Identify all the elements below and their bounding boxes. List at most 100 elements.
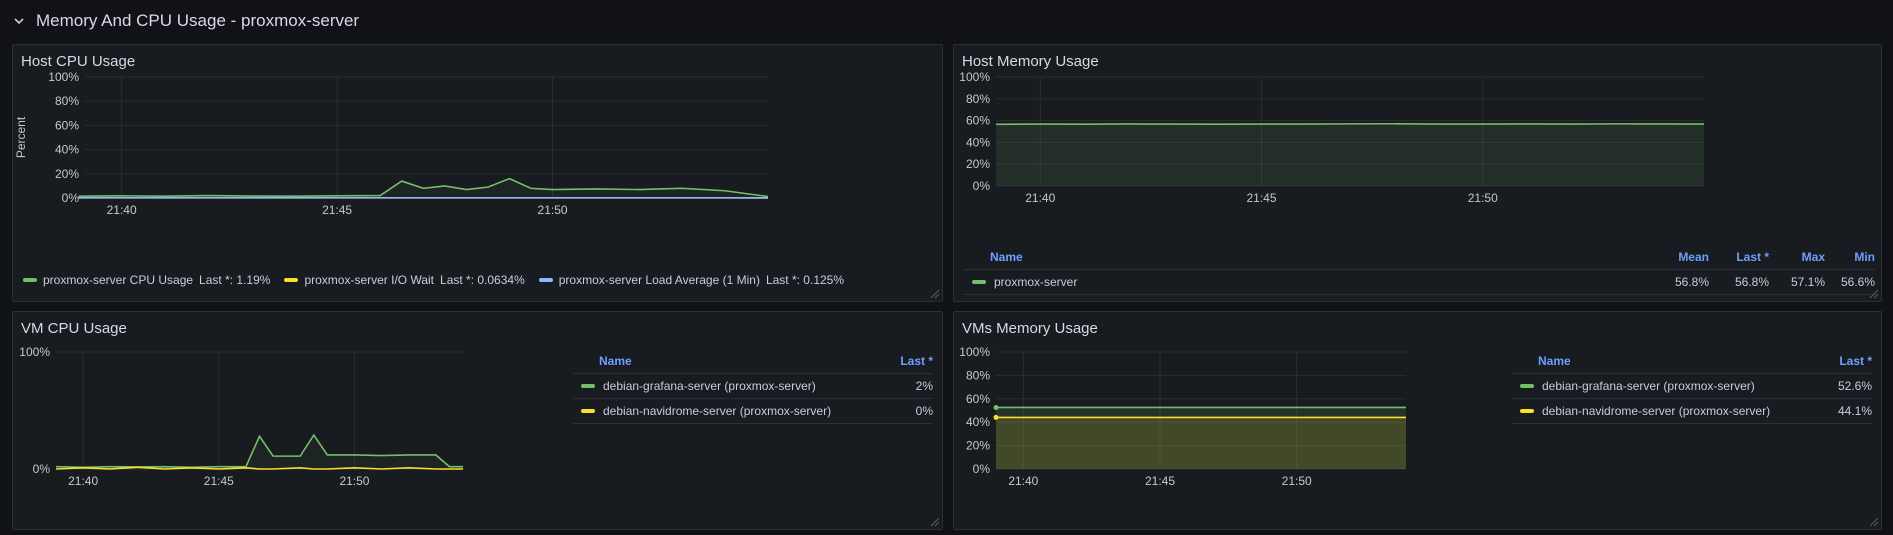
resize-handle-icon[interactable] [930, 517, 940, 527]
legend-item[interactable]: proxmox-server I/O Wait Last *: 0.0634% [284, 273, 525, 287]
y-tick-label: 60% [55, 118, 79, 132]
series-color-swatch [1520, 384, 1534, 388]
y-axis-label: Percent [14, 116, 28, 158]
column-header[interactable]: Last * [900, 354, 933, 368]
legend-table-row[interactable]: proxmox-server 56.8% 56.8% 57.1% 56.6% [964, 270, 1875, 295]
vm-cpu-panel[interactable]: VM CPU Usage 100% 0% 21:40 21:45 21:50 Name L… [12, 311, 943, 530]
y-tick-label: 100% [959, 345, 990, 359]
x-tick-label: 21:50 [538, 203, 568, 217]
panel-title[interactable]: Host CPU Usage [21, 53, 136, 70]
series-line [78, 177, 769, 198]
legend-series-name: proxmox-server CPU Usage [43, 273, 194, 287]
series-name-cell: debian-grafana-server (proxmox-server) [573, 379, 863, 393]
column-header[interactable]: Name [990, 250, 1023, 264]
x-tick-label: 21:40 [1008, 474, 1038, 488]
vm-cpu-chart[interactable]: 100% 0% 21:40 21:45 21:50 [13, 312, 944, 531]
resize-handle-icon[interactable] [1869, 289, 1879, 299]
host-memory-panel[interactable]: Host Memory Usage 100% 80% 60% 40% 20% 0% 21:4… [953, 44, 1882, 302]
series-color-swatch [23, 278, 37, 282]
legend-table-header: Name Mean Last * Max Min [964, 245, 1875, 270]
column-header[interactable]: Min [1854, 250, 1875, 264]
legend-table-row[interactable]: debian-navidrome-server (proxmox-server)… [573, 399, 933, 424]
series-line [995, 122, 1705, 126]
series-color-swatch [538, 278, 553, 282]
series-name-cell: proxmox-server [964, 275, 1649, 289]
y-tick-label: 0% [62, 191, 80, 205]
y-tick-label: 80% [966, 92, 990, 106]
series-name: debian-grafana-server (proxmox-server) [603, 379, 816, 393]
series-area [996, 417, 1406, 469]
y-tick-label: 60% [966, 114, 990, 128]
panel-title[interactable]: VMs Memory Usage [962, 320, 1098, 337]
y-tick-label: 20% [966, 157, 990, 171]
series-line [55, 466, 463, 470]
series-name: debian-grafana-server (proxmox-server) [1542, 379, 1755, 393]
host-memory-chart[interactable]: 100% 80% 60% 40% 20% 0% 21:40 21:45 21:50 [954, 45, 1883, 303]
legend-series-stat: Last *: 1.19% [199, 273, 271, 287]
series-color-swatch [972, 280, 986, 284]
legend-table-row[interactable]: debian-grafana-server (proxmox-server) 52… [1512, 374, 1872, 399]
y-tick-label: 40% [55, 143, 79, 157]
legend-series-stat: Last *: 0.0634% [440, 273, 525, 287]
x-tick-label: 21:45 [1145, 474, 1175, 488]
panel-title[interactable]: VM CPU Usage [21, 320, 127, 337]
y-tick-label: 20% [966, 439, 990, 453]
x-tick-label: 21:50 [339, 474, 369, 488]
column-header[interactable]: Last * [1839, 354, 1872, 368]
series-color-swatch [581, 409, 595, 413]
series-name: debian-navidrome-server (proxmox-server) [1542, 404, 1771, 418]
host-cpu-chart[interactable]: 100% 80% 60% 40% 20% 0% 21:40 21:45 21:50 Percent [13, 45, 944, 303]
series-color-swatch [581, 384, 595, 388]
series-name-cell: debian-grafana-server (proxmox-server) [1512, 379, 1802, 393]
y-tick-label: 80% [966, 368, 990, 382]
y-tick-label: 100% [959, 70, 990, 84]
vm-memory-legend-table: Name Last * debian-grafana-server (proxmox… [1512, 349, 1872, 424]
y-tick-label: 80% [55, 94, 79, 108]
series-point [993, 414, 999, 420]
column-header[interactable]: Mean [1678, 250, 1709, 264]
series-name-cell: debian-navidrome-server (proxmox-server) [1512, 404, 1802, 418]
x-tick-label: 21:45 [204, 474, 234, 488]
series-area [56, 435, 463, 469]
host-cpu-panel[interactable]: Host CPU Usage 100% 80% 60% 40% 20% 0% 21:40 21… [12, 44, 943, 302]
legend-table-row[interactable]: debian-navidrome-server (proxmox-server)… [1512, 399, 1872, 424]
legend-item[interactable]: proxmox-server CPU Usage Last *: 1.19% [23, 273, 270, 287]
value-cell: 56.8% [1734, 275, 1769, 289]
row-header[interactable]: Memory And CPU Usage - proxmox-server [12, 8, 359, 34]
column-header[interactable]: Name [599, 354, 632, 368]
series-color-swatch [284, 278, 299, 282]
y-tick-label: 100% [19, 345, 50, 359]
y-tick-label: 60% [966, 392, 990, 406]
value-cell: 0% [915, 404, 933, 418]
legend-table-header: Name Last * [1512, 349, 1872, 374]
x-tick-label: 21:45 [1246, 191, 1276, 205]
x-tick-label: 21:50 [1468, 191, 1498, 205]
y-tick-label: 20% [55, 167, 79, 181]
legend-item[interactable]: proxmox-server Load Average (1 Min) Last… [538, 273, 844, 287]
resize-handle-icon[interactable] [930, 289, 940, 299]
series-color-swatch [1520, 409, 1534, 413]
series-name: debian-navidrome-server (proxmox-server) [603, 404, 832, 418]
y-tick-label: 40% [966, 135, 990, 149]
legend-series-name: proxmox-server I/O Wait [304, 273, 435, 287]
host-memory-legend-table: Name Mean Last * Max Min proxmox-server 56.8% 5… [964, 245, 1875, 295]
x-tick-label: 21:45 [322, 203, 352, 217]
x-tick-label: 21:40 [68, 474, 98, 488]
resize-handle-icon[interactable] [1869, 517, 1879, 527]
value-cell: 2% [915, 379, 933, 393]
row-title: Memory And CPU Usage - proxmox-server [36, 11, 360, 30]
series-area [996, 407, 1406, 469]
panel-title[interactable]: Host Memory Usage [962, 53, 1099, 70]
value-cell: 56.8% [1674, 275, 1709, 289]
vm-memory-panel[interactable]: VMs Memory Usage 100% 80% 60% 40% 20% 0% 21:40… [953, 311, 1882, 530]
chevron-down-icon[interactable] [12, 14, 26, 28]
column-header[interactable]: Last * [1736, 250, 1769, 264]
series-point [993, 404, 999, 410]
value-cell: 44.1% [1837, 404, 1872, 418]
column-header[interactable]: Name [1538, 354, 1571, 368]
vm-memory-chart[interactable]: 100% 80% 60% 40% 20% 0% 21:40 21:45 21:50 [954, 312, 1883, 531]
value-cell: 57.1% [1790, 275, 1825, 289]
legend-table-row[interactable]: debian-grafana-server (proxmox-server) 2% [573, 374, 933, 399]
vm-cpu-legend-table: Name Last * debian-grafana-server (proxmox… [573, 349, 933, 424]
column-header[interactable]: Max [1801, 250, 1825, 264]
